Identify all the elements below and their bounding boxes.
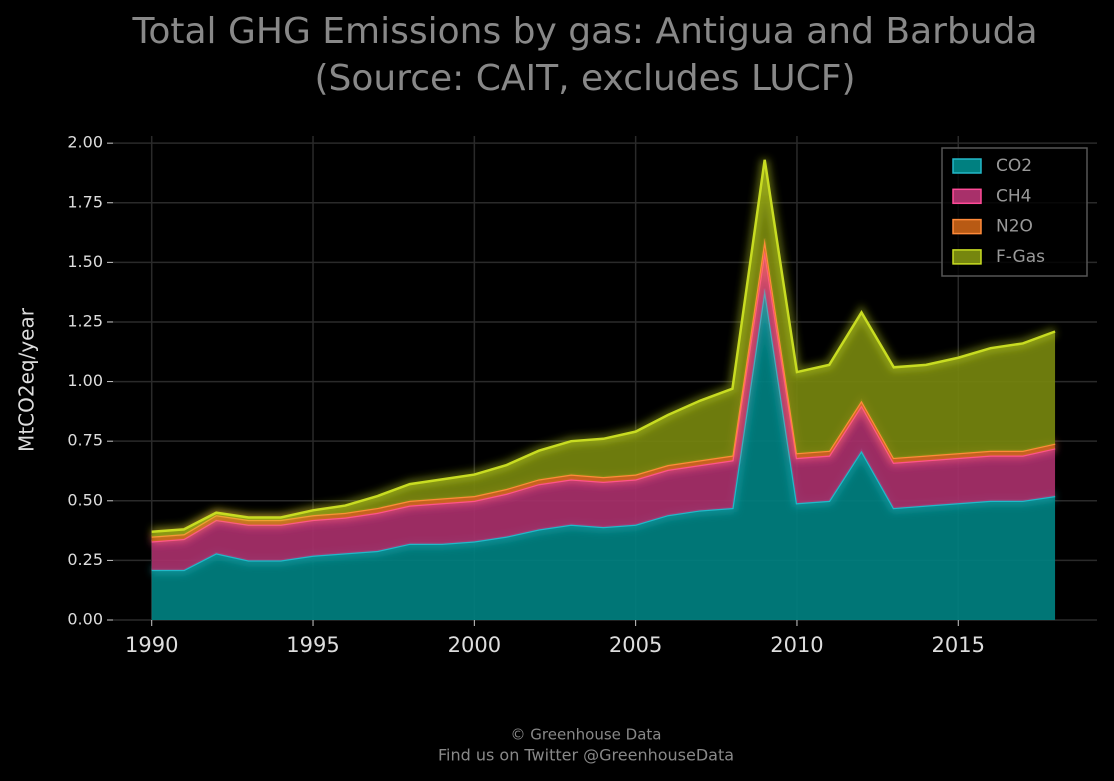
- area-line: [151, 288, 1056, 572]
- x-tick-label: 1990: [125, 633, 178, 657]
- chart-title: Total GHG Emissions by gas: Antigua and …: [131, 11, 1037, 52]
- legend-label: CO2: [996, 156, 1032, 176]
- chart-subtitle: (Source: CAIT, excludes LUCF): [314, 58, 855, 99]
- x-tick-label: 2000: [448, 633, 501, 657]
- legend-label: CH4: [996, 186, 1031, 206]
- y-tick-label: 1.00: [67, 371, 103, 390]
- area-fill: [151, 159, 1056, 537]
- footer: © Greenhouse Data: [510, 726, 661, 744]
- x-tick-label: 2005: [609, 633, 662, 657]
- legend-swatch: [952, 218, 982, 235]
- y-tick-label: 0.25: [67, 550, 103, 569]
- y-tick-label: 0.75: [67, 431, 103, 450]
- y-tick-label: 1.50: [67, 252, 103, 271]
- y-axis-label: MtCO2eq/year: [15, 307, 39, 452]
- legend-swatch: [952, 158, 982, 174]
- legend-swatch: [952, 188, 982, 205]
- y-tick-label: 1.75: [67, 192, 103, 211]
- y-tick-label: 0.00: [67, 610, 103, 629]
- y-tick-label: 0.50: [67, 490, 103, 509]
- area-fill: [151, 250, 1056, 570]
- area-fill: [151, 288, 1056, 620]
- legend-swatch: [952, 249, 982, 265]
- area-line: [151, 159, 1056, 534]
- y-tick-label: 2.00: [67, 133, 103, 152]
- legend-label: F-Gas: [996, 247, 1045, 267]
- footer: Find us on Twitter @GreenhouseData: [438, 746, 734, 765]
- y-tick-label: 1.25: [67, 311, 103, 330]
- x-tick-label: 2015: [932, 633, 985, 657]
- legend-label: N2O: [996, 217, 1033, 237]
- x-tick-label: 2010: [770, 633, 823, 657]
- x-tick-label: 1995: [286, 633, 339, 657]
